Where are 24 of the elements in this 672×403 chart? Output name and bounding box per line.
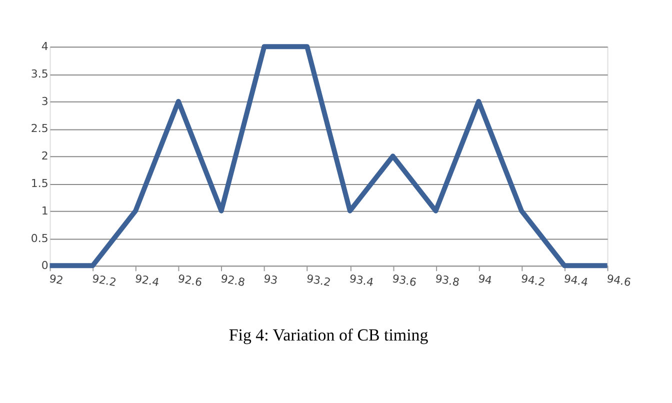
x-tick-label: 92: [48, 272, 64, 288]
x-tick-label: 93.2: [306, 272, 332, 290]
x-tick-label: 92.6: [176, 272, 204, 290]
y-tick-label: 2.5: [30, 122, 48, 136]
x-tick-label: 94.2: [520, 272, 546, 290]
y-tick-label: 1: [41, 204, 48, 218]
x-tick-label: 93.4: [348, 272, 375, 290]
y-tick-label: 2: [41, 150, 48, 163]
y-tick-label: 3: [41, 94, 48, 108]
y-tick-label: 4: [41, 40, 48, 54]
x-tick-label: 93.6: [391, 272, 418, 290]
y-tick-label: 0.5: [30, 232, 48, 245]
x-tick-label: 93.8: [434, 272, 460, 290]
y-tick-label: 0: [41, 259, 48, 272]
x-tick-label: 93: [262, 272, 279, 288]
x-tick-label: 92.8: [220, 272, 246, 290]
y-tick-label: 3.5: [30, 67, 48, 80]
x-tick-label: 94.6: [606, 272, 632, 290]
x-tick-label: 94: [477, 272, 494, 288]
x-tick-label: 94.4: [562, 272, 590, 290]
text: Fig 4: Variation of CB timing: [228, 325, 429, 344]
x-tick-label: 92.4: [134, 272, 160, 290]
y-tick-label: 1.5: [30, 177, 48, 190]
x-tick-label: 92.2: [91, 272, 118, 290]
